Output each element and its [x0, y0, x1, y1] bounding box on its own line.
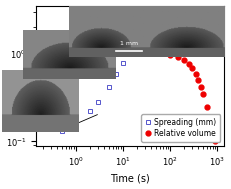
Text: 1 mm: 1 mm	[120, 41, 138, 46]
Legend: Spreading (mm), Relative volume: Spreading (mm), Relative volume	[141, 114, 220, 142]
X-axis label: Time (s): Time (s)	[110, 174, 150, 184]
